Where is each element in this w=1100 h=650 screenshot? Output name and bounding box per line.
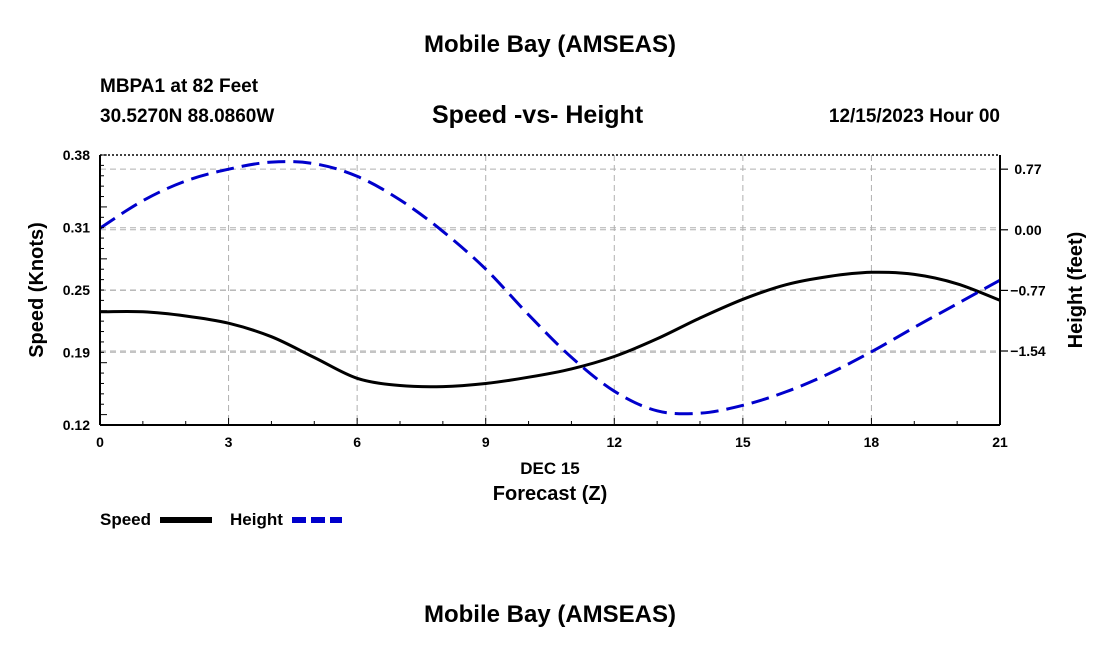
legend-speed-label: Speed: [100, 510, 151, 529]
y2-tick-label: −0.77: [1010, 282, 1046, 298]
y-tick-label: 0.31: [63, 220, 90, 236]
chart-title: Speed -vs- Height: [432, 101, 644, 129]
y-axis-title: Speed (Knots): [26, 222, 48, 358]
x-axis-date-label: DEC 15: [520, 459, 580, 478]
y2-tick-label: 0.00: [1014, 222, 1041, 238]
x-tick-label: 21: [992, 434, 1008, 450]
legend: Speed Height: [100, 510, 342, 529]
x-tick-label: 9: [482, 434, 490, 450]
station-label: MBPA1 at 82 Feet: [100, 76, 259, 97]
x-tick-label: 15: [735, 434, 751, 450]
y2-tick-label: −1.54: [1010, 343, 1046, 359]
series-lines: [99, 160, 1001, 416]
tick-labels: 0 3 6 9 12 15 18 21 0.12 0.19 0.25 0.31 0.38 0.77 0.00…: [63, 147, 1046, 450]
x-tick-label: 3: [225, 434, 233, 450]
x-axis-title: Forecast (Z): [493, 483, 607, 505]
x-tick-label: 0: [96, 434, 104, 450]
axes: [99, 154, 1008, 426]
x-tick-label: 12: [606, 434, 622, 450]
footer-title: Mobile Bay (AMSEAS): [423, 601, 677, 628]
grid-lines: [100, 155, 1000, 425]
y-tick-label: 0.38: [63, 147, 90, 163]
x-tick-label: 6: [353, 434, 361, 450]
coordinates-label: 30.5270N 88.0860W: [100, 106, 275, 127]
y2-axis-title: Height (feet): [1065, 232, 1087, 349]
page-title: Mobile Bay (AMSEAS): [423, 31, 677, 58]
y-tick-label: 0.12: [63, 417, 90, 433]
series-line-speed: [99, 270, 1001, 389]
forecast-date-label: 12/15/2023 Hour 00: [828, 106, 1000, 127]
series-line-height: [99, 160, 1001, 416]
x-tick-label: 18: [864, 434, 880, 450]
y2-tick-label: 0.77: [1014, 161, 1041, 177]
legend-height-label: Height: [230, 510, 283, 529]
y-tick-label: 0.25: [63, 282, 90, 298]
y-tick-label: 0.19: [63, 344, 90, 360]
